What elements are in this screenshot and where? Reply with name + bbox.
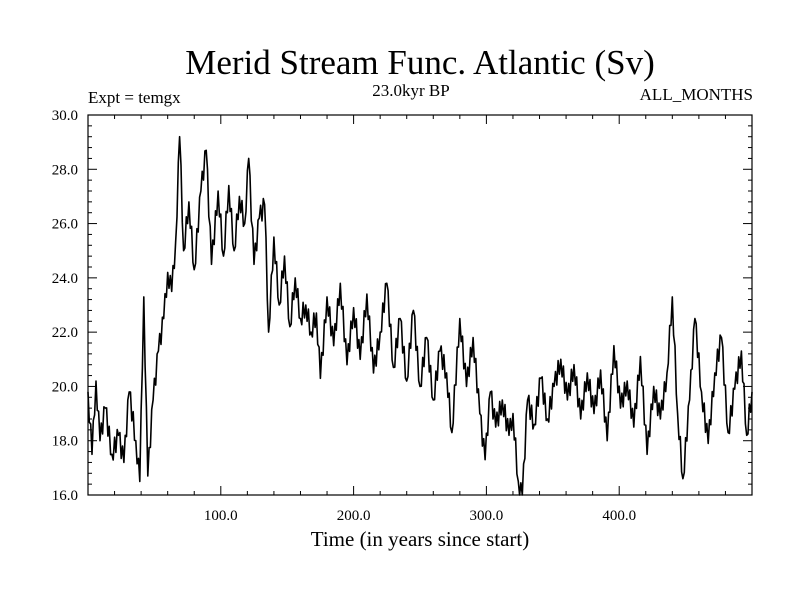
- y-tick-label: 30.0: [52, 108, 78, 124]
- chart-subtitle-period: 23.0kyr BP: [372, 81, 449, 100]
- chart-subtitle-months: ALL_MONTHS: [640, 85, 753, 104]
- x-tick-label: 100.0: [204, 508, 238, 524]
- series-line: [87, 135, 753, 496]
- y-tick-label: 24.0: [52, 271, 78, 287]
- y-tick-label: 28.0: [52, 162, 78, 178]
- x-axis: 100.0 200.0 300.0 400.0: [114, 115, 726, 524]
- x-tick-label: 400.0: [602, 508, 636, 524]
- x-axis-label: Time (in years since start): [311, 527, 530, 551]
- y-tick-label: 22.0: [52, 325, 78, 341]
- y-tick-label: 20.0: [52, 379, 78, 395]
- chart-title: Merid Stream Func. Atlantic (Sv): [185, 43, 655, 82]
- chart-subtitle-experiment: Expt = temgx: [88, 88, 181, 107]
- y-tick-label: 18.0: [52, 434, 78, 450]
- x-tick-label: 200.0: [337, 508, 371, 524]
- y-axis: 16.0 18.0 20.0 22.0 24.0 26.0 28.0 30.0: [52, 108, 752, 504]
- x-tick-label: 300.0: [470, 508, 504, 524]
- plot-frame: [87, 114, 753, 496]
- y-tick-label: 16.0: [52, 488, 78, 504]
- y-tick-label: 26.0: [52, 217, 78, 233]
